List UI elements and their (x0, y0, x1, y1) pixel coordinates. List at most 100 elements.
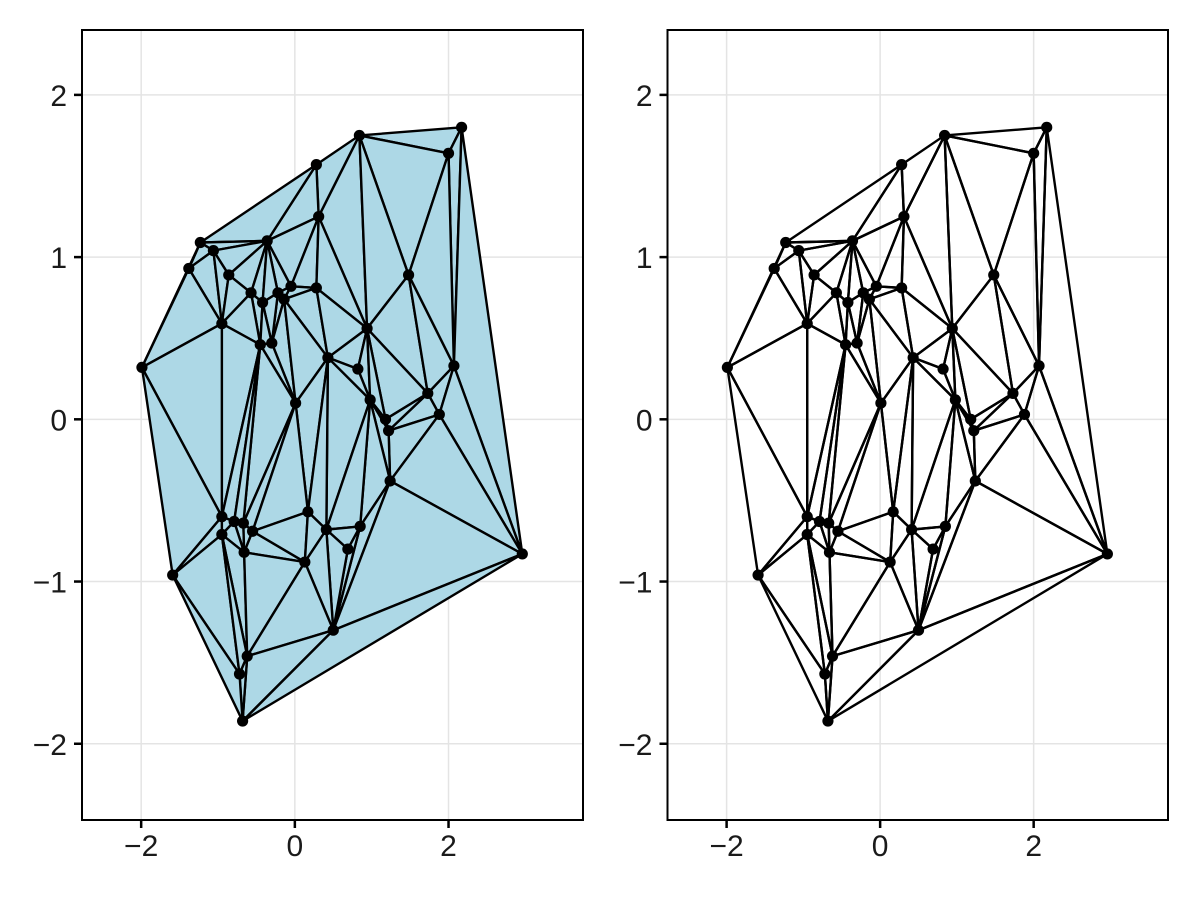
vertex-dot (832, 525, 844, 537)
vertex-dot (194, 236, 206, 249)
vertex-dot (884, 556, 896, 568)
vertex-dot (299, 556, 311, 568)
vertex-dot (228, 515, 240, 528)
vertex-dot (422, 387, 434, 399)
triangle-face (806, 273, 838, 325)
vertex-dot (813, 515, 826, 528)
vertex-dot (379, 413, 392, 425)
vertex-dot (322, 352, 334, 364)
vertex-dot (278, 293, 290, 305)
vertices-filled-triangulation (136, 121, 528, 727)
y-tick-label: −1 (33, 567, 67, 600)
vertex-dot (949, 394, 961, 406)
vertex-dot (793, 245, 805, 257)
x-tick-label: −2 (709, 830, 743, 863)
vertex-dot (752, 569, 764, 581)
vertex-dot (968, 425, 980, 437)
triangle-face (943, 134, 995, 330)
vertex-dot (353, 129, 365, 142)
triangle-face (826, 552, 1109, 723)
vertex-dot (965, 413, 977, 425)
vertex-dot (1018, 408, 1031, 421)
vertex-dot (448, 360, 460, 372)
triangulation-faces-wireframe-triangulation (726, 126, 1109, 723)
vertex-dot (364, 394, 376, 406)
triangle-face (888, 528, 920, 632)
axis-frame (666, 29, 1169, 821)
vertex-dot (246, 525, 259, 537)
vertex-dot (352, 363, 364, 375)
vertex-dot (801, 528, 813, 541)
vertex-dot (136, 361, 148, 374)
vertex-dot (896, 282, 908, 294)
vertex-dot (839, 339, 852, 351)
x-tick-label: 0 (287, 830, 304, 863)
triangle-face (171, 573, 244, 723)
vertices-wireframe-triangulation (721, 121, 1113, 727)
vertex-dot (1041, 121, 1053, 133)
vertex-dot (1101, 548, 1113, 560)
triangle-face (943, 134, 1035, 277)
vertex-dot (887, 506, 899, 518)
triangle-face (241, 552, 524, 723)
vertex-dot (516, 548, 528, 560)
vertex-dot (768, 262, 780, 275)
vertex-dot (310, 282, 322, 294)
triangle-face (756, 573, 830, 723)
vertex-dot (233, 668, 246, 680)
vertex-dot (207, 245, 219, 257)
triangle-face (756, 515, 809, 577)
vertex-dot (842, 296, 854, 309)
triangle-face (726, 267, 809, 369)
vertex-dot (988, 269, 1000, 281)
y-tick-label: 1 (50, 242, 67, 275)
vertex-dot (382, 425, 395, 437)
vertex-dot (946, 322, 958, 335)
triangle-face (992, 273, 1041, 395)
vertex-dot (256, 296, 269, 309)
triangle-face (917, 525, 947, 632)
panel-wireframe-triangulation: −2 0 2 −2 −1 0 1 2 (618, 29, 1169, 863)
vertex-dot (313, 210, 325, 223)
vertex-dot (906, 524, 918, 536)
vertex-dot (261, 235, 273, 247)
vertex-dot (1007, 387, 1019, 399)
triangle-face (827, 401, 883, 533)
vertex-dot (216, 528, 228, 541)
y-tick-label: 2 (50, 80, 67, 113)
vertex-dot (875, 397, 887, 409)
vertex-dot (830, 287, 842, 299)
vertex-dot (927, 543, 939, 555)
vertex-dot (846, 235, 859, 247)
x-tick-label: −2 (124, 830, 158, 863)
y-tick-label: −2 (618, 729, 652, 762)
triangulation-faces-filled-triangulation (140, 126, 524, 723)
vertex-dot (245, 287, 257, 299)
vertex-dot (266, 337, 278, 349)
vertex-dot (969, 475, 981, 487)
vertex-dot (863, 293, 875, 305)
ticks-wireframe-triangulation: −2 0 2 −2 −1 0 1 2 (618, 80, 1042, 863)
triangle-face (818, 343, 847, 525)
x-tick-label: 2 (1025, 830, 1042, 863)
vertex-dot (823, 546, 836, 558)
vertex-dot (254, 339, 266, 351)
vertex-dot (361, 322, 373, 335)
x-tick-label: 0 (872, 830, 889, 863)
y-tick-label: 0 (50, 404, 67, 437)
vertex-dot (455, 121, 468, 133)
vertex-dot (238, 546, 250, 558)
ticks-filled-triangulation: −2 0 2 −2 −1 0 1 2 (33, 80, 457, 863)
triangle-face (784, 163, 903, 244)
triangle-face (1037, 126, 1109, 556)
vertex-dot (442, 147, 455, 159)
vertex-dot (937, 363, 949, 375)
vertex-dot (851, 337, 863, 349)
vertex-dot (801, 511, 813, 523)
vertex-dot (819, 668, 831, 680)
vertex-dot (402, 269, 415, 281)
vertex-dot (290, 397, 302, 409)
y-tick-label: −1 (618, 567, 652, 600)
vertex-dot (433, 408, 445, 421)
triangle-face (726, 322, 809, 518)
